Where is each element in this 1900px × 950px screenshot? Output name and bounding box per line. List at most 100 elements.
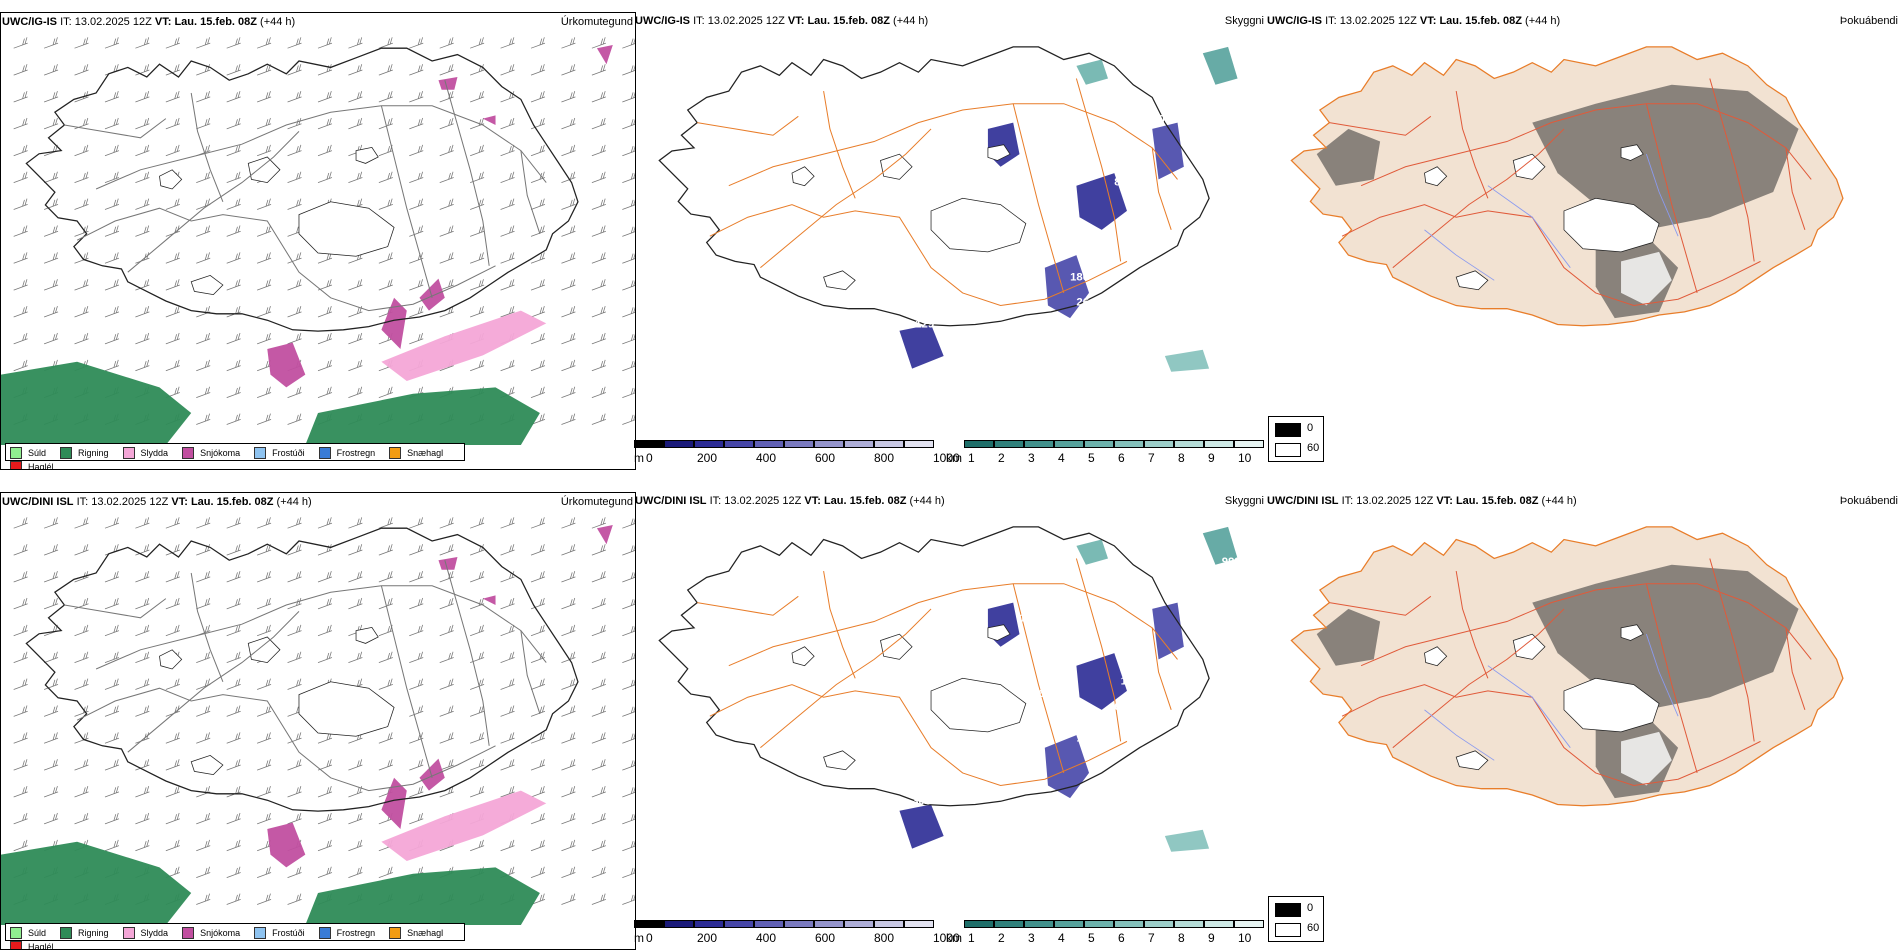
glacier-outline	[1424, 646, 1448, 667]
unit-label: km	[946, 931, 962, 945]
visibility-legend: km 1 2 3 4 5 6 7 8 9 10	[946, 440, 1266, 466]
river-line	[1645, 634, 1679, 717]
fog-index-legend: 0 60	[1268, 896, 1324, 942]
color-step	[1054, 920, 1084, 928]
cloud-base-area	[1152, 122, 1184, 180]
glacier-outline	[298, 681, 395, 737]
tick-label: 7	[1148, 451, 1155, 465]
model-name: UWC/DINI ISL	[635, 495, 707, 507]
tick-label: 10	[1238, 451, 1252, 465]
tick-label: 600	[815, 931, 836, 945]
coastline	[1290, 526, 1844, 807]
cloud-base-area	[1164, 349, 1210, 372]
legend-label: Haglél	[28, 462, 54, 470]
cloud-base-label: 101	[1121, 676, 1140, 688]
run-info: UWC/DINI ISL IT: 13.02.2025 12Z VT: Lau.…	[2, 496, 312, 508]
model-name: UWC/DINI ISL	[1267, 495, 1339, 507]
coastline	[25, 47, 579, 332]
cloud-base-label: 180	[1057, 726, 1076, 738]
precip-area	[1, 361, 192, 445]
road-line	[1709, 558, 1755, 742]
tick-label: 6	[1118, 931, 1125, 945]
vt-label: VT:	[171, 496, 188, 508]
legend-swatch	[10, 927, 22, 939]
legend-item: Frostregn	[318, 927, 375, 939]
coastline	[25, 527, 579, 812]
precip-area	[482, 595, 496, 605]
cloud-base-area	[1076, 539, 1108, 565]
glacier-outline	[791, 646, 815, 667]
color-step	[754, 440, 784, 448]
it-label: IT:	[76, 496, 89, 508]
cloud-base-label: 998	[1222, 556, 1241, 568]
road-line	[444, 560, 490, 746]
visibility-legend: km 1 2 3 4 5 6 7 8 9 10	[946, 920, 1266, 946]
legend-item: Súld	[10, 447, 46, 459]
cloud-base-label: 303	[912, 795, 931, 807]
cloud-base-area	[1202, 526, 1238, 565]
glacier-outline	[247, 156, 281, 184]
road-line	[1075, 78, 1122, 262]
legend-label: Frostregn	[336, 448, 376, 458]
legend-swatch	[10, 941, 22, 949]
variable-name: Úrkomutegund	[560, 496, 633, 508]
road-line	[380, 105, 433, 298]
panel-header: UWC/IG-IS IT: 13.02.2025 12Z VT: Lau. 15…	[634, 12, 1266, 28]
road-line	[823, 570, 856, 679]
river-line	[1424, 229, 1495, 281]
glacier-outline	[930, 677, 1027, 733]
lead-time: (+44 h)	[260, 16, 296, 28]
precip-area	[438, 77, 458, 90]
tick-label: 5	[1088, 931, 1095, 945]
road-line	[1645, 103, 1698, 294]
glacier-outline	[1512, 153, 1546, 180]
cloud-base-label: 94	[1032, 151, 1045, 163]
legend-item: Rigning	[60, 927, 109, 939]
road-line	[823, 90, 856, 199]
color-step	[1204, 440, 1234, 448]
color-step	[1054, 440, 1084, 448]
color-step	[994, 440, 1024, 448]
precip-type-legend: Súld Rigning Slydda Snjókoma Frostúði Frostre…	[5, 443, 465, 469]
color-step	[1024, 920, 1054, 928]
cloud-base-label: 85	[944, 347, 957, 359]
panel-header: UWC/IG-IS IT: 13.02.2025 12Z VT: Lau. 15…	[1, 13, 635, 29]
color-step	[1084, 920, 1114, 928]
legend-label: Snjókoma	[200, 448, 241, 458]
color-step	[694, 920, 724, 928]
color-step	[664, 440, 694, 448]
glacier-outline	[190, 274, 224, 296]
legend-label: Snæhagl	[407, 448, 444, 458]
tick-label: 400	[756, 451, 777, 465]
it-label: IT:	[693, 15, 705, 27]
iceland-map	[1, 37, 635, 445]
it-label: IT:	[1325, 15, 1337, 27]
cloud-base-area	[1164, 829, 1210, 852]
glacier-outline	[987, 144, 1011, 161]
cloud-base-label: 10	[1152, 114, 1165, 126]
fog-area	[1316, 128, 1381, 186]
panel-fog-index: UWC/IG-IS IT: 13.02.2025 12Z VT: Lau. 15…	[1266, 12, 1900, 468]
color-step	[1114, 920, 1144, 928]
vt-label: VT:	[154, 16, 172, 28]
fog-area	[1532, 564, 1799, 710]
color-step	[1144, 920, 1174, 928]
lead-time: (+44 h)	[893, 15, 929, 27]
road-line	[444, 80, 490, 266]
vt-value: Lau. 15.feb. 08Z	[1439, 15, 1522, 27]
vt-value: Lau. 15.feb. 08Z	[1455, 495, 1539, 507]
precip-area	[482, 115, 496, 125]
lead-time: (+44 h)	[276, 496, 312, 508]
precip-area	[381, 790, 547, 861]
legend-item: Slydda	[122, 927, 168, 939]
road-line	[1392, 128, 1565, 269]
color-step	[1174, 920, 1204, 928]
precip-type-legend: Súld Rigning Slydda Snjókoma Frostúði Frostre…	[5, 923, 465, 949]
cloud-base-label: 92	[944, 821, 957, 833]
precip-area	[438, 557, 458, 570]
color-step	[814, 440, 844, 448]
color-step	[814, 920, 844, 928]
cloud-base-label: 100	[1083, 713, 1102, 725]
glacier-outline	[880, 153, 913, 180]
cloud-base-label: 23	[1045, 625, 1058, 637]
